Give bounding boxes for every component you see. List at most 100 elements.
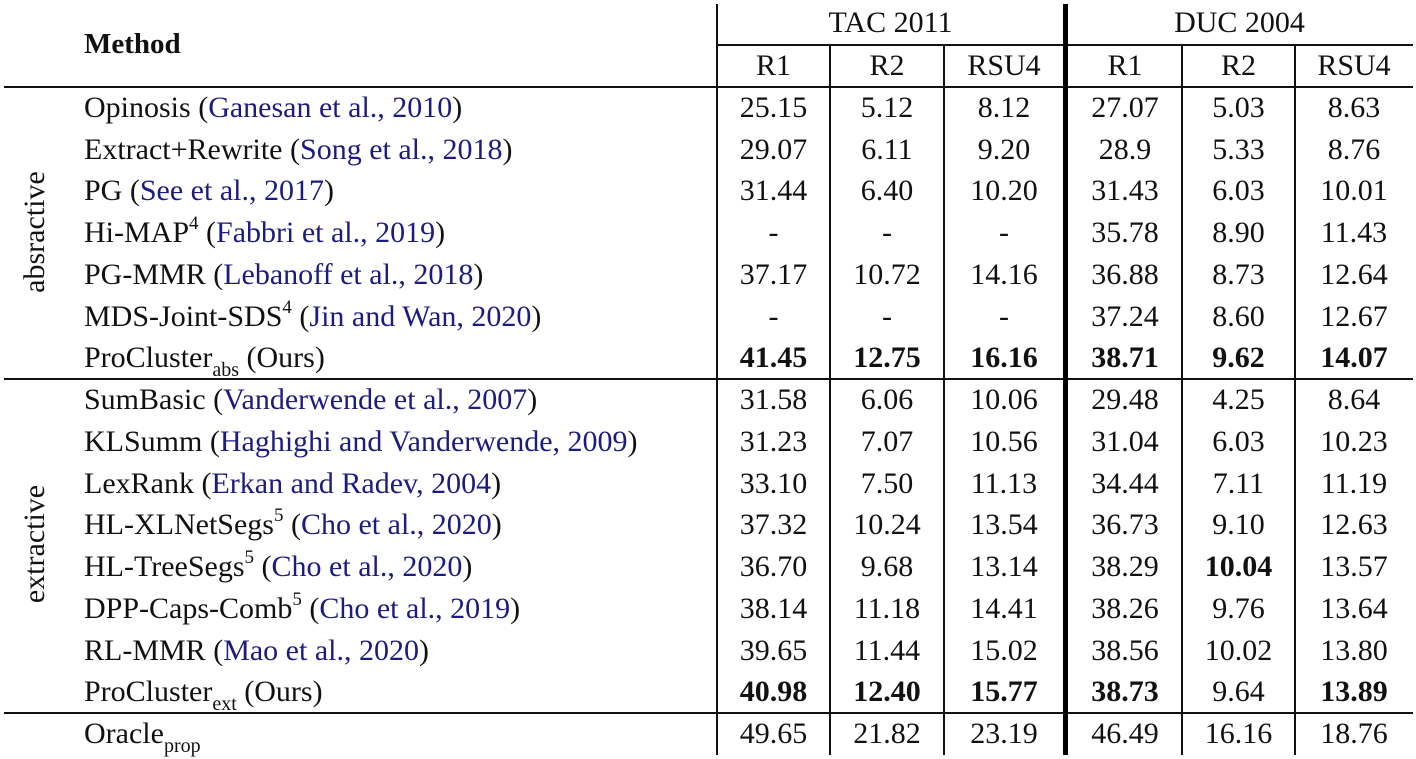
- score-cell: 8.63: [1327, 91, 1381, 124]
- score-cell: 40.98: [739, 675, 808, 709]
- score-cell: 13.64: [1320, 591, 1388, 625]
- score-cell: 10.02: [1204, 633, 1273, 667]
- method-cell: PG (See et al., 2017): [84, 174, 334, 208]
- score-cell: 10.20: [970, 174, 1038, 208]
- score-cell: 9.20: [977, 132, 1031, 166]
- method-name: RL-MMR: [84, 633, 206, 667]
- score-cell: 18.76: [1320, 717, 1388, 750]
- score-cell: 13.57: [1320, 550, 1388, 583]
- citation-link[interactable]: Jin and Wan, 2020: [309, 299, 532, 333]
- score-cell: 27.07: [1091, 91, 1159, 124]
- score-cell: 10.56: [970, 424, 1038, 458]
- score-cell: 12.63: [1320, 508, 1388, 542]
- table-row: DPP-Caps-Comb5 (Cho et al., 2019) 38.14 11…: [0, 588, 1416, 630]
- footnote-marker: 4: [282, 296, 292, 318]
- footnote-marker: 4: [189, 213, 199, 235]
- table-row: MDS-Joint-SDS4 (Jin and Wan, 2020) - - - 37.…: [0, 296, 1416, 338]
- score-cell: 37.32: [739, 508, 808, 542]
- method-name: MDS-Joint-SDS: [84, 299, 283, 333]
- score-cell: -: [768, 299, 779, 333]
- score-cell: 38.14: [739, 591, 808, 625]
- citation-link[interactable]: Haghighi and Vanderwende, 2009: [219, 424, 628, 458]
- method-name: PG: [84, 174, 123, 208]
- method-name: DPP-Caps-Comb: [84, 591, 293, 625]
- score-cell: 28.9: [1098, 132, 1152, 166]
- citation-link[interactable]: Cho et al., 2020: [300, 508, 492, 542]
- score-cell: 31.58: [739, 383, 808, 416]
- citation-link[interactable]: Vanderwende et al., 2007: [223, 383, 528, 416]
- score-cell: 10.24: [853, 508, 921, 542]
- score-cell: 36.73: [1091, 508, 1159, 542]
- method-name: KLSumm: [84, 424, 203, 458]
- method-name: SumBasic: [84, 383, 206, 416]
- score-cell: 29.48: [1091, 383, 1159, 416]
- citation-link[interactable]: Mao et al., 2020: [223, 633, 419, 667]
- score-cell: 12.64: [1320, 257, 1388, 291]
- table-row: Extract+Rewrite (Song et al., 2018) 29.07…: [0, 129, 1416, 171]
- citation-link[interactable]: Song et al., 2018: [300, 132, 503, 166]
- table-row: Opinosis (Ganesan et al., 2010) 25.15 5.12…: [0, 87, 1416, 129]
- citation-link[interactable]: Cho et al., 2019: [319, 591, 511, 625]
- method-name: ProCluster: [84, 341, 213, 375]
- score-cell: 25.15: [739, 91, 808, 124]
- citation-link[interactable]: Ganesan et al., 2010: [208, 91, 453, 124]
- score-cell: 38.26: [1091, 591, 1159, 625]
- score-cell: 8.90: [1212, 216, 1265, 250]
- score-cell: 11.19: [1320, 466, 1388, 500]
- table-row: Oracleprop 49.65 21.82 23.19 46.49 16.16 18.76: [0, 713, 1416, 757]
- score-cell: 6.03: [1212, 424, 1265, 458]
- score-cell: 36.88: [1091, 257, 1159, 291]
- score-cell: 5.33: [1212, 132, 1265, 166]
- score-cell: 11.43: [1320, 216, 1388, 250]
- table-row: HL-XLNetSegs5 (Cho et al., 2020) 37.32 10.…: [0, 504, 1416, 546]
- method-subscript: abs: [212, 359, 240, 382]
- score-cell: 21.82: [853, 717, 921, 750]
- col-header-duc-r1: R1: [1107, 49, 1143, 82]
- table-row: ProClusterext (Ours) 40.98 12.40 15.77 38.73…: [0, 671, 1416, 714]
- score-cell: 9.76: [1212, 591, 1265, 625]
- col-divider-duc-r1-r2: [1181, 45, 1183, 755]
- citation-link[interactable]: Lebanoff et al., 2018: [223, 257, 474, 291]
- score-cell: 10.01: [1320, 174, 1388, 208]
- dataset-header-duc2004: DUC 2004: [1174, 6, 1305, 39]
- score-cell: 11.44: [853, 633, 921, 667]
- citation-link[interactable]: Cho et al., 2020: [271, 550, 463, 583]
- table-row: HL-TreeSegs5 (Cho et al., 2020) 36.70 9.68…: [0, 546, 1416, 588]
- score-cell: 38.29: [1091, 550, 1159, 583]
- score-cell: 38.56: [1091, 633, 1159, 667]
- table-row: SumBasic (Vanderwende et al., 2007) 31.58…: [0, 379, 1416, 421]
- section-rule-abstractive: [4, 378, 1413, 380]
- method-name: LexRank: [84, 466, 194, 500]
- score-cell: 7.11: [1212, 466, 1265, 500]
- method-name: Oracle: [84, 717, 164, 750]
- score-cell: 6.11: [861, 132, 913, 166]
- method-name: ProCluster: [84, 675, 213, 709]
- table-row: PG (See et al., 2017) 31.44 6.40 10.20 31.43…: [0, 170, 1416, 212]
- citation-link[interactable]: Fabbri et al., 2019: [216, 216, 436, 250]
- method-name: HL-XLNetSegs: [84, 508, 274, 542]
- method-name: Opinosis: [84, 91, 191, 124]
- col-divider-duc-r2-rsu4: [1294, 45, 1296, 755]
- table-row: PG-MMR (Lebanoff et al., 2018) 37.17 10.72…: [0, 254, 1416, 296]
- score-cell: 5.12: [860, 91, 914, 124]
- score-cell: -: [768, 216, 779, 250]
- score-cell: 41.45: [739, 341, 808, 375]
- score-cell: 39.65: [739, 633, 808, 667]
- score-cell: 9.62: [1212, 341, 1265, 375]
- method-cell: LexRank (Erkan and Radev, 2004): [84, 466, 502, 500]
- score-cell: 13.89: [1320, 675, 1388, 709]
- method-cell: Oracleprop: [84, 713, 201, 756]
- score-cell: 31.44: [739, 174, 808, 208]
- method-header: Method: [84, 28, 181, 60]
- score-cell: 16.16: [1204, 717, 1273, 750]
- citation-link[interactable]: Erkan and Radev, 2004: [211, 466, 492, 500]
- score-cell: 4.25: [1212, 383, 1265, 416]
- score-cell: 12.75: [853, 341, 921, 375]
- col-header-duc-rsu4: RSU4: [1317, 49, 1391, 82]
- score-cell: 8.64: [1327, 383, 1381, 416]
- citation-link[interactable]: See et al., 2017: [139, 174, 324, 208]
- score-cell: 8.12: [977, 91, 1031, 124]
- method-name: PG-MMR: [84, 257, 206, 291]
- score-cell: 15.02: [970, 633, 1038, 667]
